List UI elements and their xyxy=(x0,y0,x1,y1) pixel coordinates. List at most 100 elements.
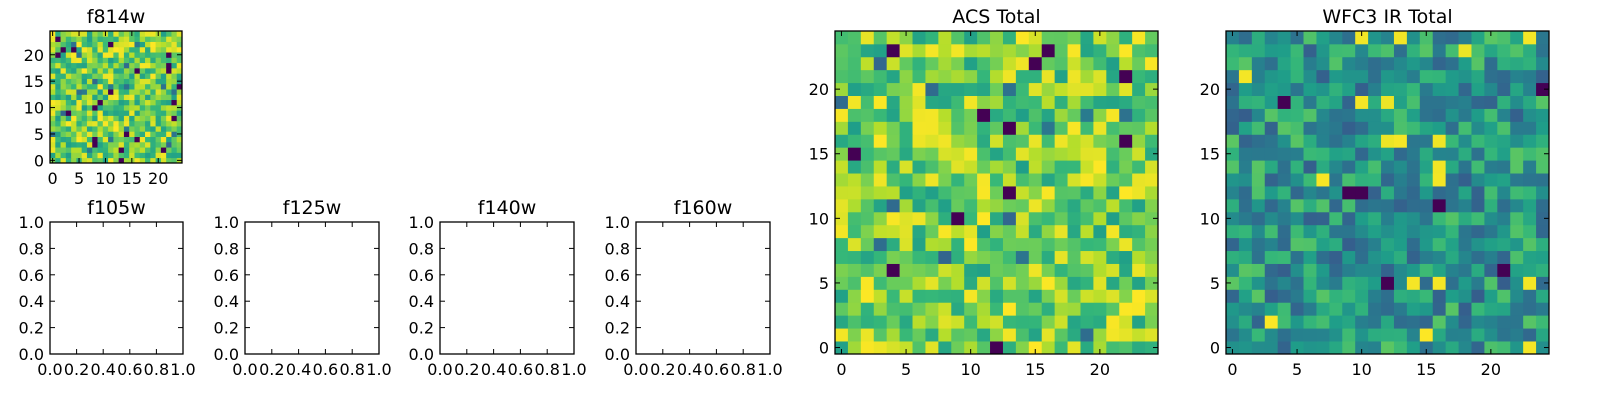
heatmap-cell xyxy=(71,131,77,137)
heatmap-cell xyxy=(145,36,151,42)
heatmap-cell xyxy=(1523,95,1537,109)
heatmap-cell xyxy=(1419,160,1434,174)
heatmap-cell xyxy=(129,110,135,116)
y-tick-label: 5 xyxy=(819,274,829,293)
heatmap-cell xyxy=(1432,43,1447,58)
heatmap-cell xyxy=(1393,198,1408,213)
heatmap-cell xyxy=(912,69,926,84)
heatmap-cell xyxy=(1290,147,1304,161)
heatmap-cell xyxy=(1368,31,1382,45)
heatmap-cell xyxy=(1002,56,1017,71)
heatmap-cell xyxy=(1355,173,1369,187)
heatmap-cell xyxy=(1041,56,1056,71)
heatmap-cell xyxy=(860,160,875,174)
heatmap-cell xyxy=(81,46,88,53)
heatmap-cell xyxy=(1510,95,1524,109)
heatmap-cell xyxy=(1093,276,1107,290)
heatmap-cell xyxy=(1432,147,1447,161)
heatmap-cell xyxy=(1484,56,1498,71)
heatmap-cell xyxy=(1419,263,1434,277)
heatmap-cell xyxy=(97,157,104,164)
x-tick-label: 1.0 xyxy=(757,360,782,379)
heatmap-cell xyxy=(1041,328,1056,342)
heatmap-cell xyxy=(1067,263,1081,277)
heatmap-cell xyxy=(1471,95,1485,109)
heatmap-cell xyxy=(1119,341,1133,355)
heatmap-cell xyxy=(1277,134,1291,148)
heatmap-cell xyxy=(97,78,104,85)
y-tick-label: 0.2 xyxy=(409,319,434,338)
heatmap-cell xyxy=(1458,95,1472,109)
heatmap-cell xyxy=(1316,328,1330,342)
heatmap-cell xyxy=(1303,211,1317,226)
heatmap-cell xyxy=(113,157,120,164)
heatmap-cell xyxy=(1028,186,1043,200)
heatmap-cell xyxy=(108,147,114,153)
heatmap-cell xyxy=(886,211,900,226)
heatmap-cell xyxy=(1510,134,1524,148)
heatmap-cell xyxy=(951,250,965,264)
heatmap-cell xyxy=(1041,237,1056,252)
heatmap-cell xyxy=(899,263,913,277)
heatmap-cell xyxy=(1471,82,1485,96)
heatmap-cell xyxy=(1393,147,1408,161)
heatmap-cell xyxy=(1002,173,1017,187)
heatmap-cell xyxy=(951,173,965,187)
heatmap-cell xyxy=(1484,341,1498,355)
heatmap-cell xyxy=(71,52,77,58)
heatmap-cell xyxy=(1536,43,1550,58)
heatmap-cell xyxy=(1342,276,1356,290)
heatmap-cell xyxy=(912,237,926,252)
heatmap-cell xyxy=(160,52,167,58)
heatmap-cell xyxy=(108,67,114,74)
heatmap-cell xyxy=(113,78,120,85)
panel-title: f140w xyxy=(478,197,537,219)
heatmap-cell xyxy=(860,173,875,187)
heatmap-cell xyxy=(1041,147,1056,161)
heatmap-cell xyxy=(1536,147,1550,161)
heatmap-cell xyxy=(1303,341,1317,355)
heatmap-cell xyxy=(899,328,913,342)
heatmap-cell xyxy=(925,328,939,342)
heatmap-cell xyxy=(55,104,61,111)
heatmap-cell xyxy=(71,141,77,148)
heatmap-cell xyxy=(912,198,926,213)
heatmap-cell xyxy=(129,136,135,143)
heatmap-cell xyxy=(97,136,104,143)
heatmap-cell xyxy=(1419,237,1434,252)
heatmap-cell xyxy=(912,315,926,329)
heatmap-cell xyxy=(1536,56,1550,71)
heatmap-cell xyxy=(1290,263,1304,277)
heatmap-cell xyxy=(118,73,125,79)
heatmap-cell xyxy=(1303,82,1317,96)
heatmap-cell xyxy=(1002,198,1017,213)
heatmap-cell xyxy=(977,263,991,277)
heatmap-cell xyxy=(1406,198,1421,213)
heatmap-cell xyxy=(129,89,135,95)
heatmap-cell xyxy=(1471,160,1485,174)
heatmap-cell xyxy=(71,78,77,85)
heatmap-cell xyxy=(134,147,141,153)
heatmap-cell xyxy=(1316,263,1330,277)
heatmap-cell xyxy=(160,41,167,48)
y-tick-label: 0.0 xyxy=(214,345,239,364)
heatmap-cell xyxy=(145,147,151,153)
heatmap-cell xyxy=(118,136,125,143)
heatmap-cell xyxy=(65,110,72,116)
x-tick-label: 10 xyxy=(960,360,980,379)
heatmap-cell xyxy=(86,115,93,122)
heatmap-cell xyxy=(1458,302,1472,316)
heatmap-cell xyxy=(964,43,978,58)
heatmap-cell xyxy=(1145,341,1159,355)
heatmap-cell xyxy=(176,120,183,127)
heatmap-cell xyxy=(1329,315,1343,329)
heatmap-cell xyxy=(118,147,125,153)
y-tick-label: 0.6 xyxy=(409,266,434,285)
heatmap-cell xyxy=(886,95,900,109)
heatmap-cell xyxy=(938,328,952,342)
heatmap-cell xyxy=(1406,341,1421,355)
heatmap-cell xyxy=(1226,341,1240,355)
heatmap-cell xyxy=(1510,186,1524,200)
heatmap-cell xyxy=(990,186,1004,200)
heatmap-cell xyxy=(1381,289,1395,303)
